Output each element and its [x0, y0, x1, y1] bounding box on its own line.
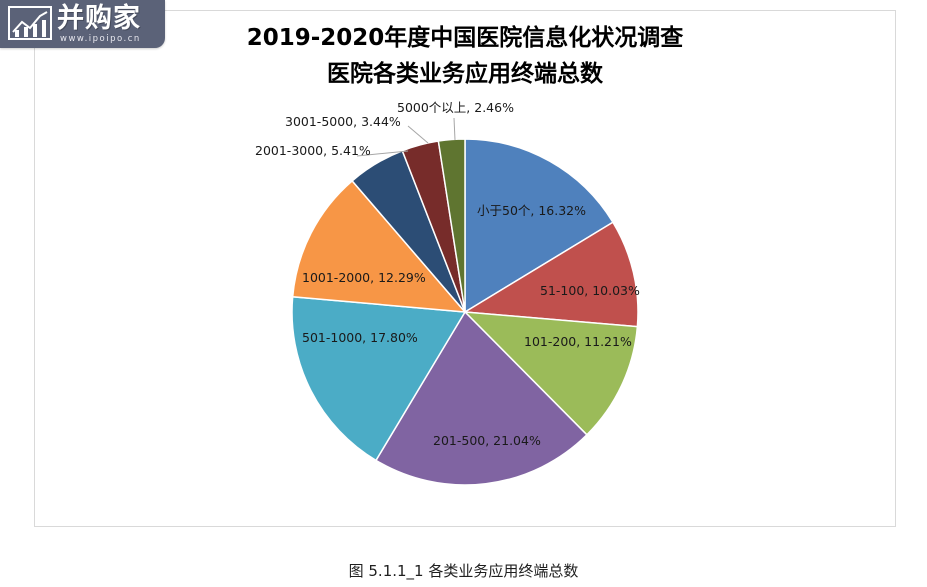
leader-line-9 — [453, 117, 456, 141]
figure-caption: 图 5.1.1_1 各类业务应用终端总数 — [348, 562, 579, 580]
logo-url: www.ipoipo.cn — [60, 34, 141, 44]
data-label-3: 101-200, 11.21% — [524, 334, 632, 349]
leader-line-8 — [407, 125, 429, 144]
chart-title-line-1: 2019-2020年度中国医院信息化状况调查 — [246, 25, 684, 51]
data-label-8: 3001-5000, 3.44% — [285, 114, 401, 129]
pie-slice-6[interactable] — [291, 179, 467, 313]
pie-slice-5[interactable] — [291, 295, 467, 462]
pie-slice-9[interactable] — [437, 138, 466, 313]
pie-slice-2[interactable] — [462, 221, 639, 328]
pie-slice-1[interactable] — [464, 138, 614, 314]
data-label-4: 201-500, 21.04% — [433, 433, 541, 448]
site-logo[interactable]: 并购家 www.ipoipo.cn — [0, 0, 165, 48]
chart-title-line-2: 医院各类业务应用终端总数 — [327, 61, 603, 87]
data-label-1: 小于50个, 16.32% — [477, 203, 586, 218]
pie-slices — [291, 138, 639, 486]
data-label-6: 1001-2000, 12.29% — [302, 270, 426, 285]
bar-line-chart-icon — [8, 6, 52, 40]
data-label-2: 51-100, 10.03% — [540, 283, 640, 298]
data-label-7: 2001-3000, 5.41% — [255, 143, 371, 158]
pie-slice-3[interactable] — [463, 311, 639, 436]
pie-slice-4[interactable] — [374, 310, 588, 486]
logo-text: 并购家 — [57, 3, 141, 34]
data-label-9: 5000个以上, 2.46% — [397, 100, 514, 115]
data-label-5: 501-1000, 17.80% — [302, 330, 418, 345]
leader-line-7 — [356, 150, 409, 157]
